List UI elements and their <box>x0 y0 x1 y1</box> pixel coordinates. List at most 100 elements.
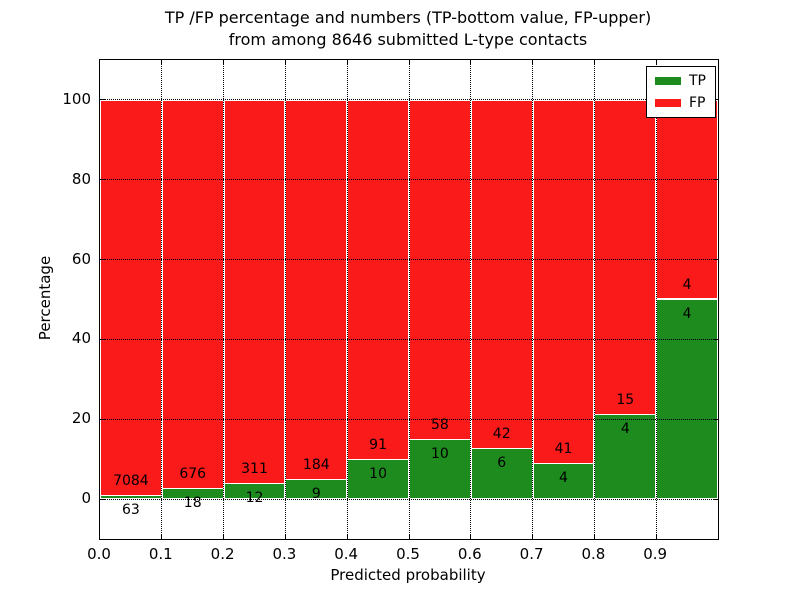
x-tick-label: 0.1 <box>148 545 173 563</box>
chart-title: TP /FP percentage and numbers (TP-bottom… <box>99 7 717 51</box>
bar-label-tp: 9 <box>311 486 321 503</box>
bar-segment-fp <box>347 99 409 460</box>
bar-segment-tp <box>347 459 409 500</box>
bar-label-fp: 58 <box>430 417 449 434</box>
bar-label-tp: 63 <box>121 501 140 518</box>
x-tick-mark <box>408 60 410 65</box>
fp-swatch-icon <box>655 99 681 107</box>
bar-label-tp: 6 <box>497 455 507 472</box>
x-tick-mark <box>593 534 595 539</box>
y-tick-mark <box>100 498 105 500</box>
chart-title-line1: TP /FP percentage and numbers (TP-bottom… <box>164 8 652 27</box>
x-tick-label: 0.3 <box>272 545 297 563</box>
bar-segment-tp <box>409 440 471 500</box>
y-tick-label: 20 <box>71 409 91 428</box>
x-tick-label: 0.6 <box>457 545 482 563</box>
bar-segment-fp <box>470 99 533 450</box>
x-tick-label: 0.4 <box>334 545 359 563</box>
bar-label-fp: 15 <box>616 392 635 409</box>
x-tick-mark <box>532 534 534 539</box>
x-tick-mark <box>223 60 225 65</box>
y-tick-label: 40 <box>71 329 91 348</box>
x-tick-mark <box>655 534 657 539</box>
chart-title-line2: from among 8646 submitted L-type contact… <box>228 30 588 49</box>
bar-label-tp: 4 <box>559 469 568 486</box>
x-tick-mark <box>346 534 348 539</box>
bar-segment-fp <box>161 99 224 489</box>
x-tick-mark <box>470 534 472 539</box>
bar-label-tp: 4 <box>682 305 692 322</box>
bar-label-fp: 7084 <box>113 472 149 489</box>
bar-label-tp: 18 <box>183 494 202 511</box>
y-tick-mark <box>100 259 105 261</box>
bar-label-fp: 676 <box>179 465 207 482</box>
y-tick-label: 100 <box>62 89 91 108</box>
x-tick-label: 0.9 <box>643 545 668 563</box>
x-tick-mark <box>408 534 410 539</box>
gridline-vertical <box>161 60 163 539</box>
gridline-vertical <box>470 60 472 539</box>
gridline-vertical <box>223 60 225 539</box>
tp-swatch-icon <box>655 77 681 85</box>
y-tick-label: 0 <box>81 489 91 508</box>
y-tick-mark <box>713 498 718 500</box>
x-tick-mark <box>161 60 163 65</box>
bar-label-fp: 41 <box>554 440 573 457</box>
x-tick-label: 0.8 <box>581 545 606 563</box>
x-tick-mark <box>532 60 534 65</box>
y-tick-mark <box>100 179 105 181</box>
bar-label-tp: 10 <box>369 465 387 482</box>
legend: TP FP <box>646 66 716 118</box>
bar-label-tp: 4 <box>620 421 630 438</box>
x-tick-mark <box>470 60 472 65</box>
x-axis-label: Predicted probability <box>330 566 486 584</box>
plot-area: 7084 63 676 18 311 12 184 9 91 10 58 10 42 6 41 4 15 4 4 4 <box>99 59 719 540</box>
x-tick-mark <box>284 60 286 65</box>
y-tick-mark <box>713 179 718 181</box>
x-tick-mark <box>346 60 348 65</box>
bar-segment-fp <box>409 99 471 441</box>
bar-segment-fp <box>532 99 595 464</box>
y-tick-label: 60 <box>71 249 91 268</box>
x-tick-mark <box>284 534 286 539</box>
bar-label-fp: 311 <box>241 461 268 478</box>
y-tick-mark <box>100 99 105 101</box>
gridline-vertical <box>655 60 657 539</box>
gridline-vertical <box>532 60 534 539</box>
bar-label-fp: 184 <box>302 457 330 474</box>
x-tick-label: 0.7 <box>519 545 544 563</box>
x-tick-mark <box>223 534 225 539</box>
bar-label-fp: 42 <box>492 426 511 443</box>
bar-label-fp: 4 <box>682 276 692 293</box>
bar-label-fp: 91 <box>369 436 387 453</box>
legend-row-tp: TP <box>655 74 706 88</box>
y-tick-mark <box>100 418 105 420</box>
gridline-vertical <box>593 60 595 539</box>
x-tick-mark <box>161 534 163 539</box>
gridline-vertical <box>346 60 348 539</box>
legend-label-tp: TP <box>689 73 706 89</box>
y-tick-mark <box>713 259 718 261</box>
x-tick-label: 0.5 <box>396 545 420 563</box>
bar-segment-tp <box>656 299 718 500</box>
bar-segment-fp <box>594 99 657 416</box>
y-tick-mark <box>100 338 105 340</box>
x-tick-mark <box>655 60 657 65</box>
bar-segment-fp <box>656 99 718 300</box>
legend-row-fp: FP <box>655 96 706 110</box>
bar-label-tp: 10 <box>430 446 449 463</box>
y-tick-mark <box>713 418 718 420</box>
gridline-vertical <box>408 60 410 539</box>
bar-segment-tp <box>594 415 657 500</box>
x-tick-mark <box>593 60 595 65</box>
bar-segment-tp <box>470 449 533 500</box>
legend-label-fp: FP <box>689 95 706 111</box>
x-tick-label: 0.2 <box>210 545 235 563</box>
bar-segment-fp <box>100 99 162 496</box>
bar-segment-fp <box>223 99 286 485</box>
x-tick-label: 0.0 <box>87 545 111 563</box>
y-tick-label: 80 <box>71 169 91 188</box>
bar-segment-fp <box>285 99 348 481</box>
y-axis-label: Percentage <box>36 255 54 341</box>
